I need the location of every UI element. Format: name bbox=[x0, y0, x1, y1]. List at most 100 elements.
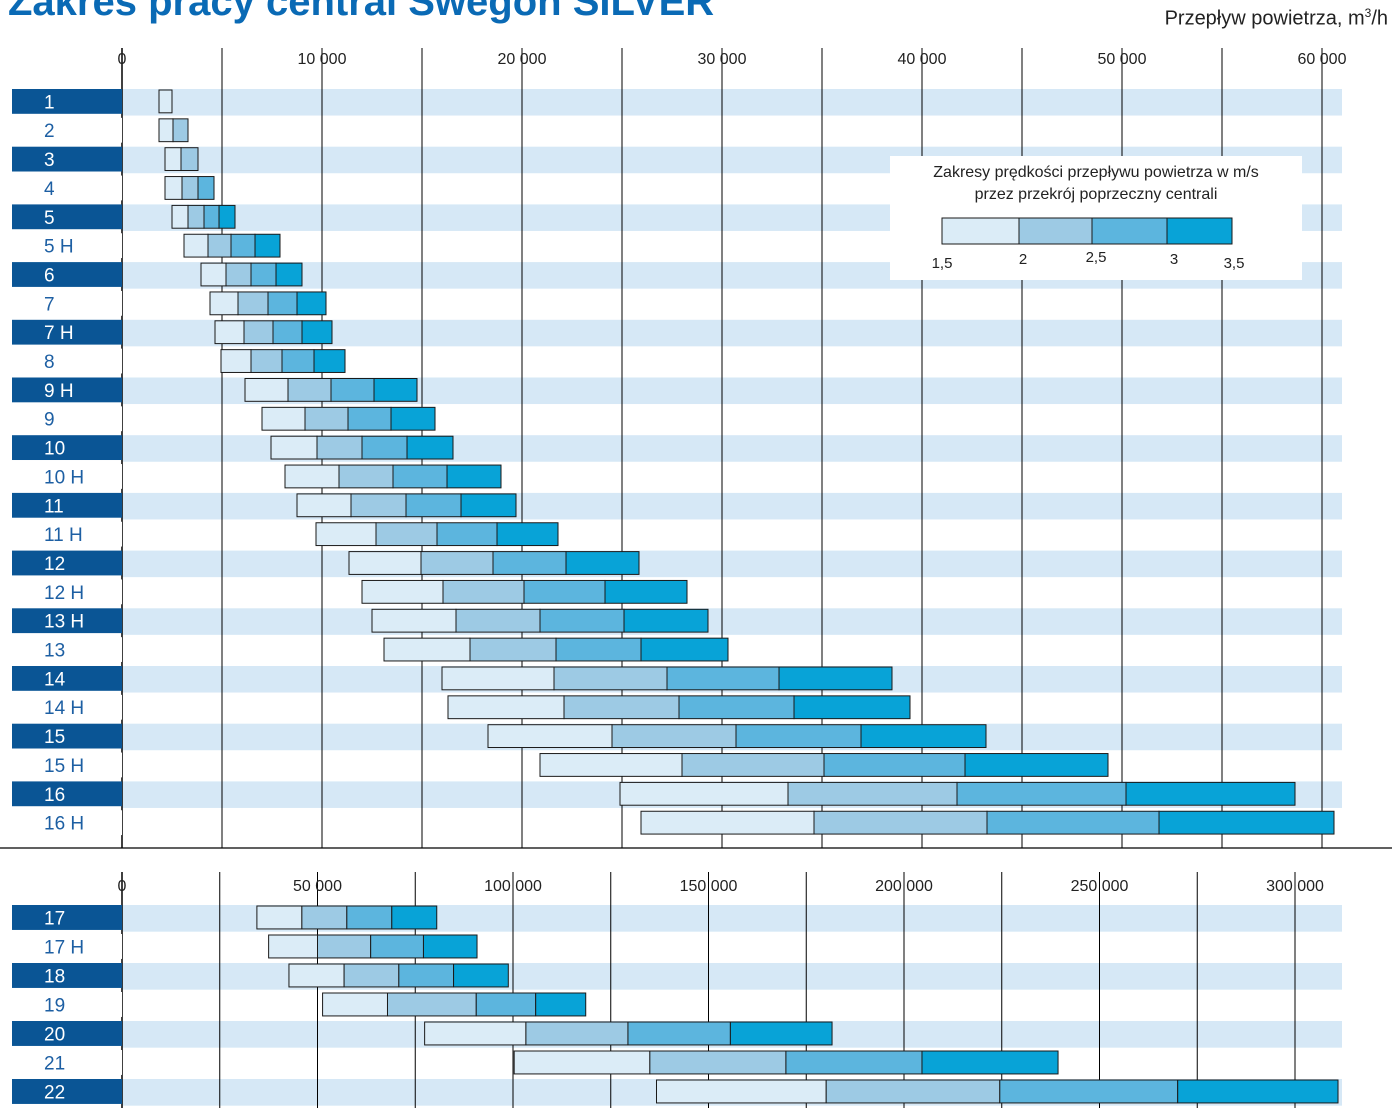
unit-label: 14 H bbox=[44, 698, 84, 719]
bar-segment bbox=[207, 233, 232, 258]
bar-segment bbox=[475, 992, 537, 1017]
unit-label-box bbox=[12, 810, 122, 836]
unit-label: 15 H bbox=[44, 756, 84, 777]
unit-label: 20 bbox=[44, 1024, 65, 1045]
bar-segment bbox=[623, 608, 709, 633]
bar-segment bbox=[386, 992, 477, 1017]
bar-segment bbox=[565, 551, 640, 575]
unit-label: 2 bbox=[44, 121, 55, 142]
bar-segment bbox=[735, 724, 862, 749]
bar-segment bbox=[406, 435, 454, 460]
unit-label-box bbox=[12, 521, 122, 547]
legend-tick-label: 2,5 bbox=[1086, 249, 1107, 266]
bar-segment bbox=[220, 349, 252, 373]
bar-segment bbox=[237, 291, 269, 316]
row-stripe bbox=[122, 608, 1342, 635]
unit-label: 13 bbox=[44, 641, 65, 662]
bar-segment bbox=[158, 118, 174, 143]
bar-segment bbox=[171, 204, 189, 229]
unit-label-box bbox=[12, 348, 122, 374]
unit-label-box bbox=[12, 1079, 122, 1104]
bar-segment bbox=[446, 464, 502, 489]
bar-segment bbox=[398, 963, 455, 988]
unit-label-box bbox=[12, 204, 122, 230]
bar-segment bbox=[785, 1050, 923, 1075]
unit-label: 9 H bbox=[44, 381, 74, 402]
bar-segment bbox=[523, 579, 606, 604]
unit-label-box bbox=[12, 146, 122, 172]
bar-segment bbox=[301, 320, 333, 345]
bar-segment bbox=[200, 262, 227, 287]
unit-label: 5 H bbox=[44, 237, 74, 258]
unit-label: 12 bbox=[44, 554, 65, 575]
unit-label-box bbox=[12, 608, 122, 634]
bar-segment bbox=[604, 579, 688, 604]
unit-label-box bbox=[12, 579, 122, 605]
x-tick-label: 200 000 bbox=[875, 878, 933, 895]
bar-segment bbox=[370, 934, 424, 959]
bar-segment bbox=[496, 522, 559, 547]
unit-label: 10 bbox=[44, 439, 65, 460]
x-tick-label: 20 000 bbox=[498, 51, 547, 68]
unit-label-box bbox=[12, 934, 122, 959]
bar-segment bbox=[343, 963, 400, 988]
unit-label-box bbox=[12, 117, 122, 143]
legend-swatch bbox=[1091, 217, 1168, 245]
bar-segment bbox=[187, 204, 205, 229]
bar-segment bbox=[361, 435, 408, 460]
bar-segment bbox=[956, 781, 1127, 806]
bar-segment bbox=[254, 233, 281, 258]
unit-label-box bbox=[12, 694, 122, 720]
bar-segment bbox=[793, 695, 911, 720]
x-tick-label: 10 000 bbox=[298, 51, 347, 68]
legend-tick-label: 1,5 bbox=[932, 255, 953, 272]
bar-segment bbox=[250, 262, 277, 287]
unit-label-box bbox=[12, 992, 122, 1017]
bar-segment bbox=[539, 608, 625, 633]
bar-segment bbox=[1125, 781, 1296, 806]
unit-label: 18 bbox=[44, 966, 65, 987]
bar-segment bbox=[678, 695, 795, 720]
x-tick-label: 50 000 bbox=[293, 878, 342, 895]
bar-segment bbox=[164, 147, 182, 172]
unit-label: 11 bbox=[44, 496, 64, 517]
legend-swatch bbox=[1166, 217, 1233, 245]
bar-segment bbox=[261, 406, 306, 431]
unit-label: 4 bbox=[44, 179, 55, 200]
bar-segment bbox=[197, 176, 215, 200]
bar-segment bbox=[655, 1079, 827, 1104]
bar-segment bbox=[666, 666, 780, 691]
bar-segment bbox=[778, 666, 893, 691]
unit-label-box bbox=[12, 1021, 122, 1046]
bar-segment bbox=[296, 493, 352, 518]
unit-label: 8 bbox=[44, 352, 55, 373]
bar-segment bbox=[288, 963, 345, 988]
unit-label-box bbox=[12, 89, 122, 114]
bar-segment bbox=[270, 435, 318, 460]
bar-segment bbox=[1177, 1079, 1339, 1104]
unit-label-box bbox=[12, 1050, 122, 1075]
bar-segment bbox=[347, 406, 392, 431]
bar-segment bbox=[453, 963, 509, 988]
x-tick-label: 0 bbox=[118, 51, 127, 68]
unit-label: 13 H bbox=[44, 612, 84, 633]
x-tick-label: 150 000 bbox=[680, 878, 738, 895]
bar-segment bbox=[619, 781, 789, 806]
x-tick-label: 30 000 bbox=[698, 51, 747, 68]
unit-label-box bbox=[12, 377, 122, 403]
x-tick-label: 100 000 bbox=[484, 878, 542, 895]
bar-segment bbox=[218, 204, 236, 229]
unit-label: 7 H bbox=[44, 323, 74, 344]
x-tick-label: 250 000 bbox=[1071, 878, 1129, 895]
bar-segment bbox=[250, 349, 283, 373]
bar-segment bbox=[611, 724, 737, 749]
row-stripe bbox=[122, 89, 1342, 116]
bar-segment bbox=[787, 781, 958, 806]
bar-segment bbox=[322, 992, 388, 1017]
unit-label: 16 bbox=[44, 785, 65, 806]
bar-segment bbox=[553, 666, 668, 691]
bar-segment bbox=[424, 1021, 527, 1046]
bar-segment bbox=[214, 320, 245, 345]
bar-segment bbox=[243, 320, 274, 345]
bar-segment bbox=[487, 724, 613, 749]
